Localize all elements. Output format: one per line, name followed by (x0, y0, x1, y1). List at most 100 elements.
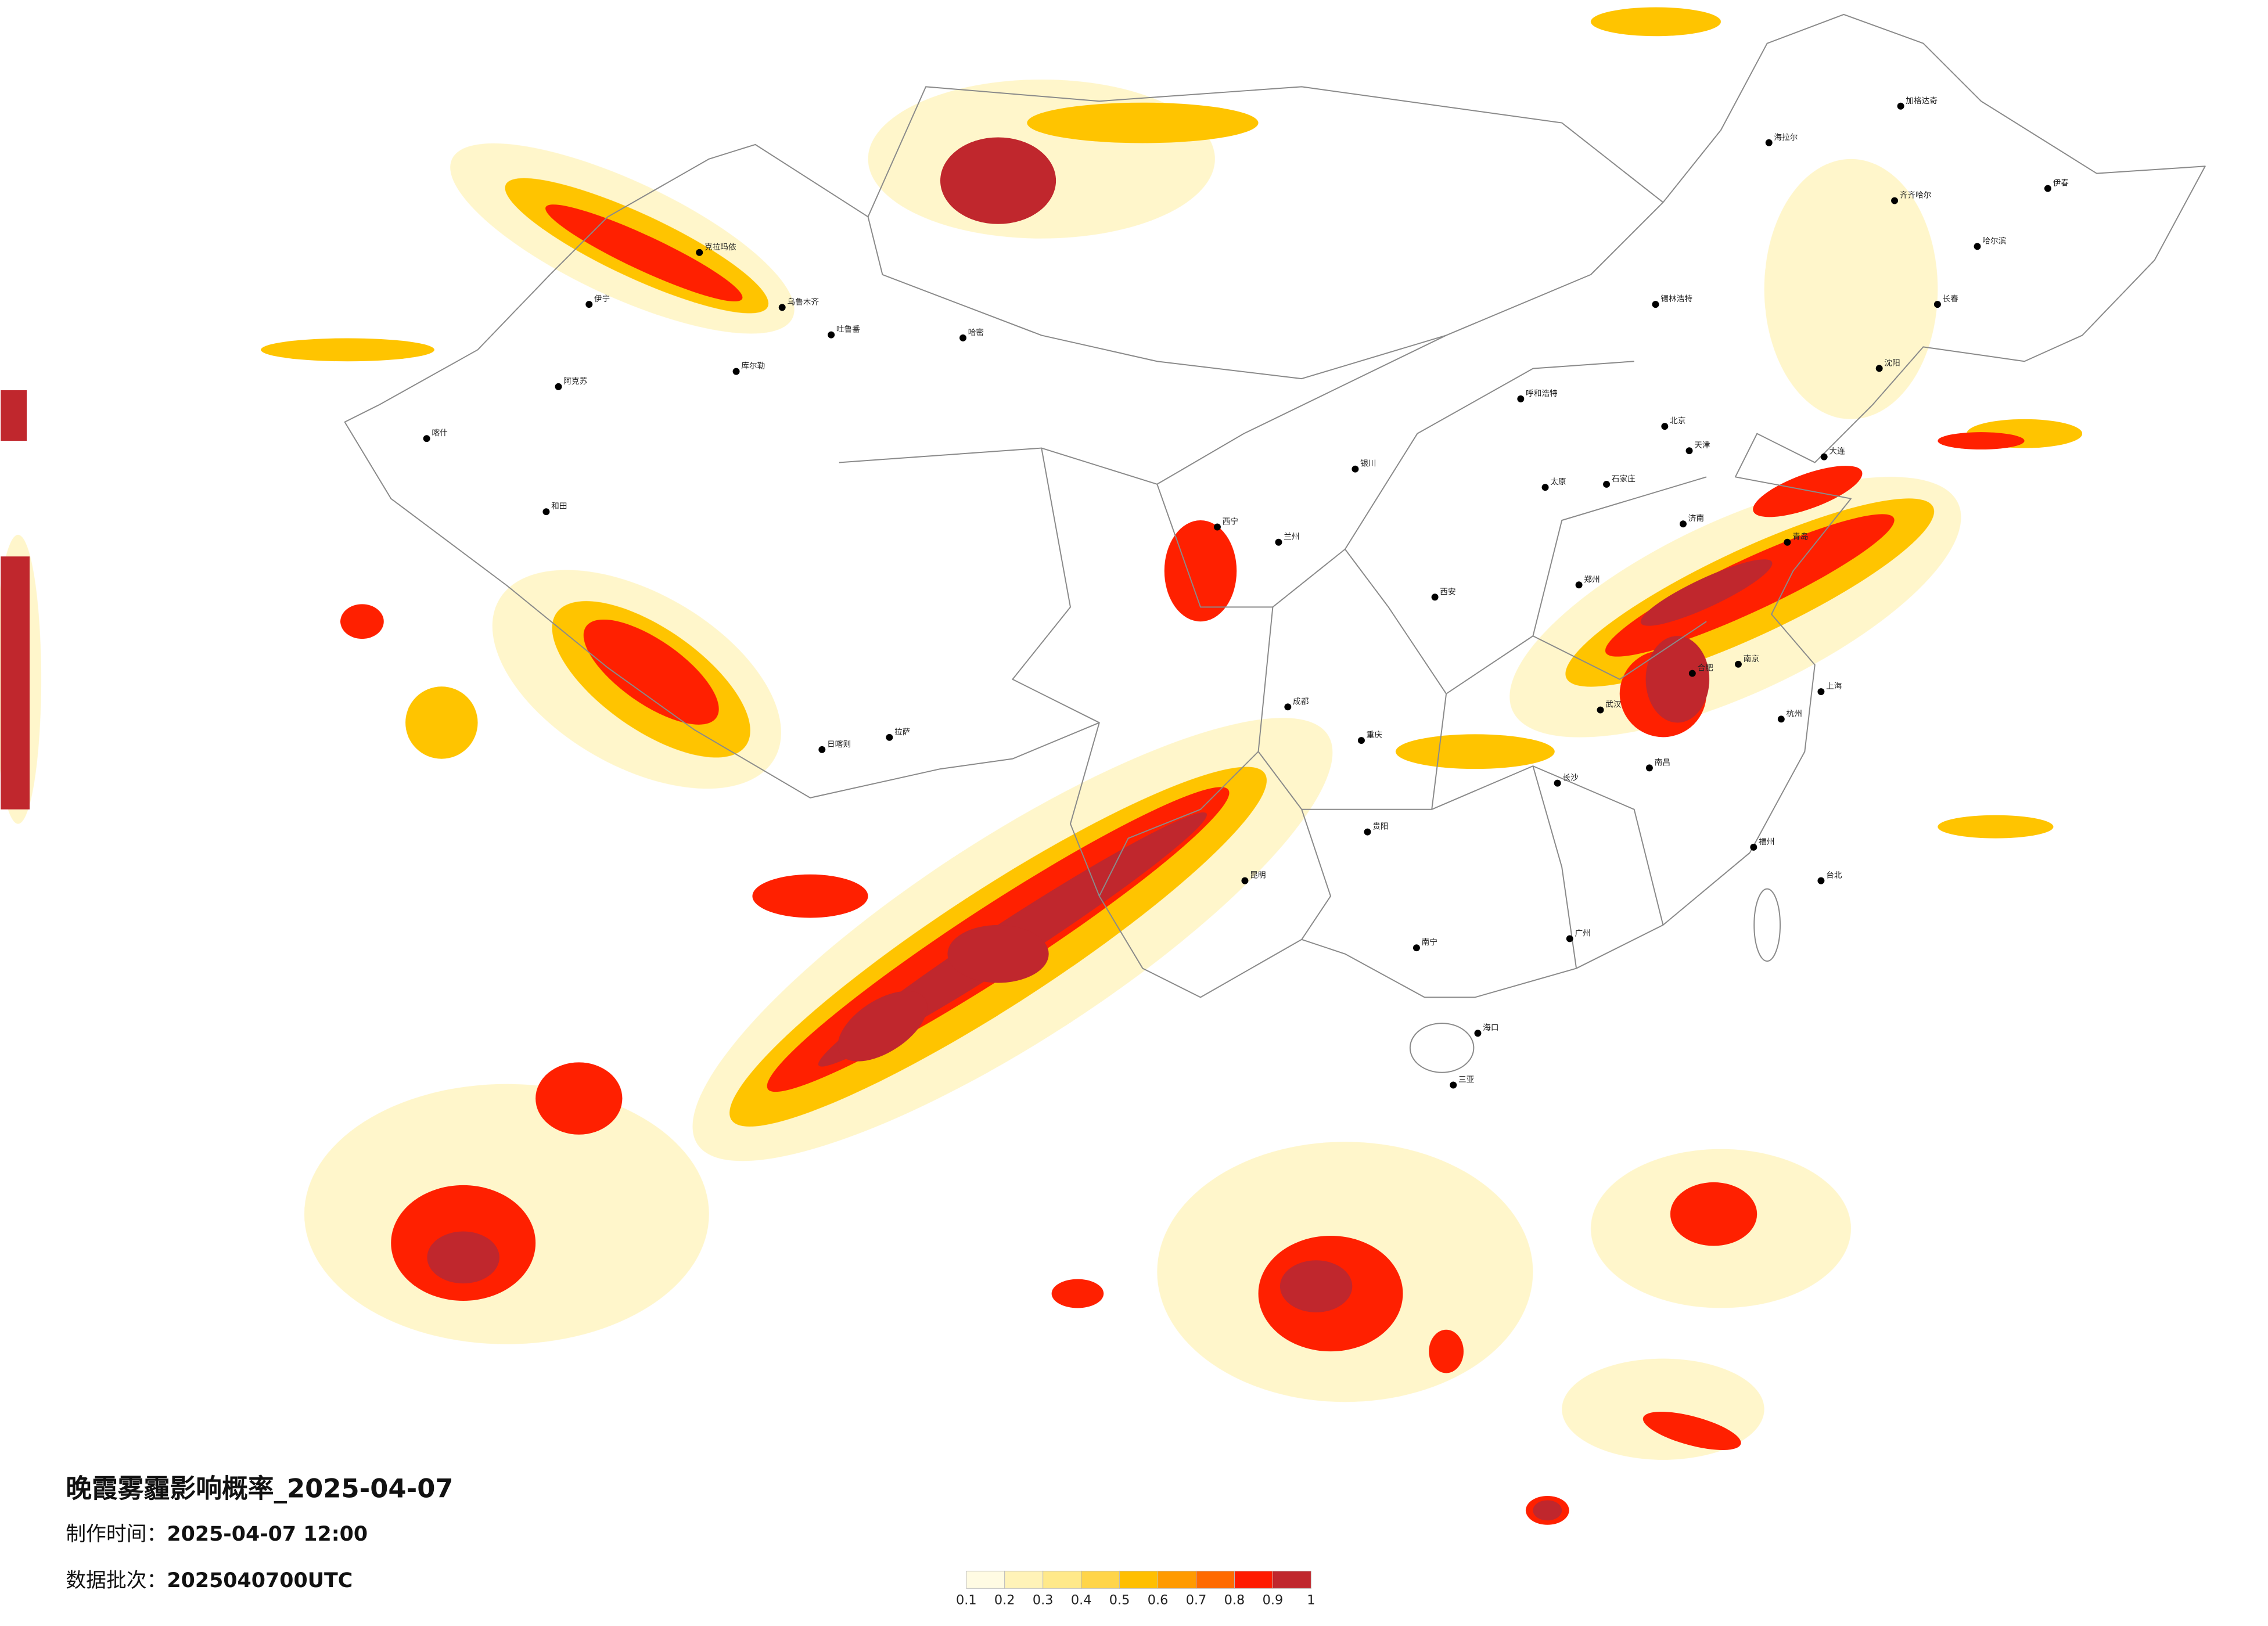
made-time: 制作时间：2025-04-07 12:00 (66, 1523, 368, 1546)
city-dot (828, 331, 835, 339)
city-label: 昆明 (1250, 871, 1266, 880)
city-label: 成都 (1293, 697, 1309, 706)
city-dot (1765, 139, 1773, 146)
city-label: 南昌 (1655, 758, 1670, 767)
city-dot (1933, 301, 1941, 308)
made-time-value: 2025-04-07 12:00 (167, 1523, 368, 1546)
city-label: 台北 (1826, 871, 1842, 880)
legend-swatch (1234, 1570, 1273, 1589)
legend-swatch (1004, 1570, 1044, 1589)
city-dot (1652, 301, 1659, 308)
city-dot (1734, 660, 1742, 668)
city-dot (1541, 484, 1549, 491)
batch: 数据批次：2025040700UTC (66, 1569, 353, 1592)
made-time-label: 制作时间： (66, 1523, 167, 1546)
hainan (1409, 1023, 1475, 1073)
city-label: 齐齐哈尔 (1900, 191, 1932, 200)
batch-label: 数据批次： (66, 1569, 167, 1592)
city-dot (1688, 670, 1696, 677)
city-dot (1241, 877, 1249, 884)
city-dot (1661, 423, 1669, 430)
legend-label: 1 (1307, 1593, 1315, 1608)
city-dot (1517, 395, 1525, 402)
city-label: 库尔勒 (741, 362, 765, 371)
legend-label: 0.5 (1109, 1593, 1130, 1608)
city-label: 福州 (1759, 837, 1774, 847)
city-label: 哈密 (968, 328, 984, 337)
city-dot (1566, 935, 1573, 942)
city-label: 阿克苏 (563, 377, 587, 386)
city-label: 拉萨 (894, 728, 910, 737)
legend-swatch (1196, 1570, 1235, 1589)
map-title: 晚霞雾霾影响概率_2025-04-07 (66, 1473, 453, 1503)
city-dot (886, 733, 893, 741)
city-dot (1820, 453, 1828, 461)
city-label: 海拉尔 (1774, 133, 1798, 142)
mongolia-outline (867, 86, 1664, 217)
city-dot (1777, 715, 1785, 723)
city-label: 呼和浩特 (1526, 389, 1558, 398)
city-dot (423, 435, 430, 443)
city-dot (1974, 243, 1981, 250)
city-label: 兰州 (1284, 533, 1299, 542)
city-label: 杭州 (1787, 709, 1802, 718)
city-label: 武汉 (1605, 700, 1622, 710)
city-label: 伊春 (2053, 179, 2069, 188)
city-label: 伊宁 (594, 294, 610, 304)
city-label: 广州 (1575, 929, 1590, 938)
city-dot (1275, 538, 1282, 546)
legend-swatch (1119, 1570, 1159, 1589)
city-dot (585, 301, 593, 308)
city-dot (696, 249, 703, 256)
city-dot (555, 383, 562, 390)
city-dot (1352, 465, 1359, 473)
legend-label: 0.9 (1263, 1593, 1284, 1608)
city-label: 哈尔滨 (1982, 236, 2006, 246)
city-label: 吐鲁番 (836, 325, 860, 334)
city-label: 乌鲁木齐 (787, 297, 819, 307)
borders (344, 13, 2206, 1073)
city-label: 北京 (1670, 416, 1685, 426)
city-label: 郑州 (1584, 575, 1600, 584)
legend-swatch (1272, 1570, 1311, 1589)
legend-label: 0.8 (1224, 1593, 1245, 1608)
legend: 0.1 0.2 0.3 0.4 0.5 0.6 0.7 0.8 0.9 1 (956, 1570, 1315, 1608)
province-lines (839, 334, 1707, 969)
city-label: 重庆 (1367, 731, 1383, 740)
city-label: 加格达奇 (1906, 96, 1938, 106)
city-label: 南宁 (1422, 937, 1437, 947)
legend-label: 0.7 (1186, 1593, 1207, 1608)
city-dot (1750, 843, 1757, 851)
city-dot (1412, 944, 1420, 952)
city-label: 长沙 (1562, 774, 1579, 783)
legend-label: 0.3 (1033, 1593, 1054, 1608)
city-dot (1213, 523, 1221, 531)
city-dot (1364, 828, 1371, 836)
legend-swatch (966, 1570, 1005, 1589)
legend-swatch (1158, 1570, 1197, 1589)
city-dot (778, 304, 786, 311)
city-dot (1554, 779, 1561, 787)
city-label: 海口 (1483, 1023, 1498, 1033)
city-dot (1784, 538, 1791, 546)
city-dot (1817, 688, 1825, 696)
city-dot (1431, 593, 1439, 601)
city-dot (1875, 365, 1883, 372)
city-dot (1357, 737, 1365, 744)
legend-swatch (1043, 1570, 1082, 1589)
legend-label: 0.2 (994, 1593, 1015, 1608)
city-dot (959, 334, 966, 341)
city-dot (1685, 447, 1693, 455)
city-label: 合肥 (1698, 664, 1714, 673)
city-label: 银川 (1360, 459, 1376, 469)
city-dot (732, 368, 740, 375)
legend-label: 0.4 (1071, 1593, 1092, 1608)
city-dot (1597, 706, 1604, 714)
city-dot (818, 746, 826, 753)
city-label: 贵阳 (1372, 822, 1388, 832)
city-label: 三亚 (1458, 1075, 1475, 1085)
city-label: 西宁 (1223, 516, 1238, 526)
city-dot (1897, 102, 1904, 110)
legend-label: 0.1 (956, 1593, 977, 1608)
